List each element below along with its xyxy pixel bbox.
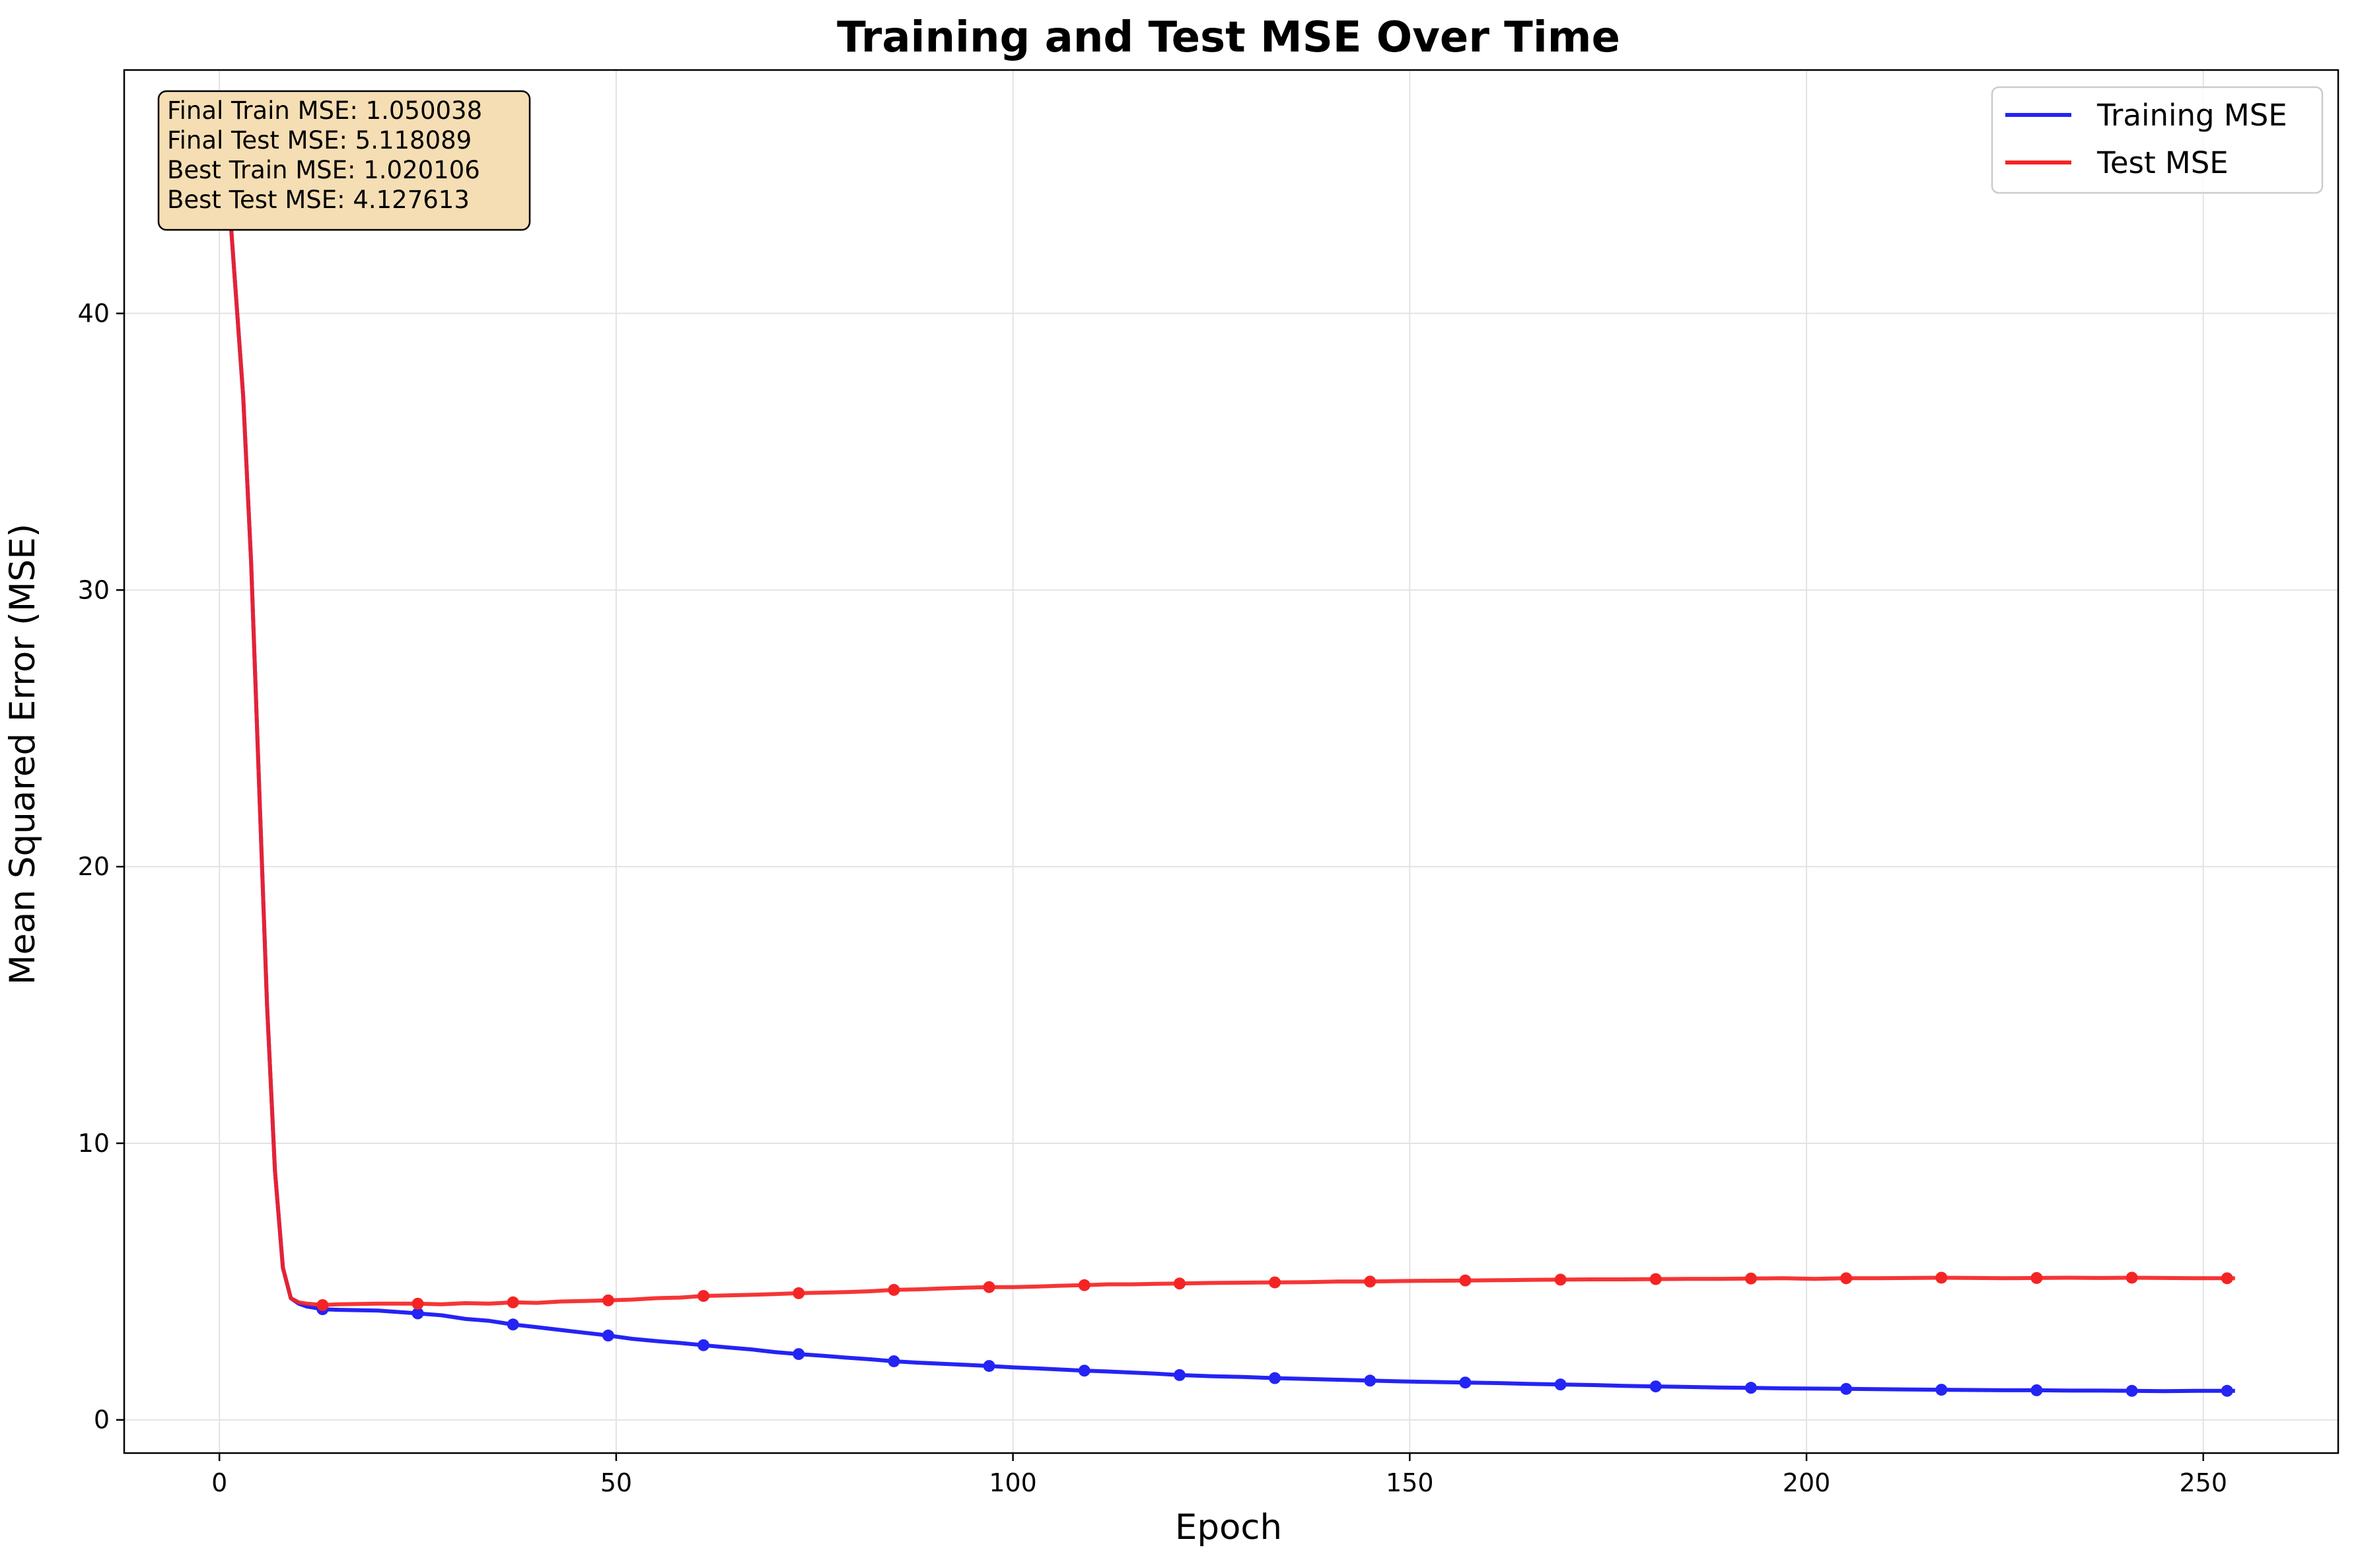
y-tick-label: 30 bbox=[78, 575, 110, 604]
series-marker-training-mse bbox=[1078, 1365, 1090, 1377]
series-marker-training-mse bbox=[697, 1339, 710, 1351]
series-layer bbox=[217, 125, 2235, 1397]
series-marker-training-mse bbox=[983, 1360, 995, 1372]
series-marker-test-mse bbox=[2221, 1272, 2233, 1285]
series-marker-test-mse bbox=[1269, 1276, 1281, 1289]
series-marker-test-mse bbox=[2030, 1271, 2043, 1284]
plot-area: 0 50 100 150 200 250 0 10 20 30 40 bbox=[78, 69, 2340, 1497]
series-marker-training-mse bbox=[411, 1307, 424, 1320]
series-marker-training-mse bbox=[888, 1355, 900, 1367]
series-marker-test-mse bbox=[1649, 1273, 1662, 1285]
series-marker-training-mse bbox=[793, 1348, 805, 1361]
y-tick-label: 0 bbox=[94, 1406, 110, 1435]
series-marker-test-mse bbox=[1840, 1272, 1853, 1285]
series-marker-test-mse bbox=[2126, 1271, 2138, 1284]
series-marker-training-mse bbox=[1840, 1382, 1853, 1395]
series-marker-training-mse bbox=[1173, 1369, 1186, 1381]
series-marker-training-mse bbox=[2126, 1384, 2138, 1397]
stats-box-background bbox=[157, 90, 531, 231]
y-axis-label: Mean Squared Error (MSE) bbox=[3, 524, 43, 985]
stats-final-train: Final Train MSE: 1.050038 bbox=[167, 96, 482, 125]
series-marker-training-mse bbox=[1459, 1376, 1472, 1389]
series-marker-training-mse bbox=[507, 1318, 519, 1331]
x-tick-label: 200 bbox=[1783, 1468, 1831, 1497]
legend-box bbox=[1991, 86, 2324, 194]
series-marker-training-mse bbox=[1935, 1384, 1948, 1396]
axes-frame bbox=[123, 69, 2340, 1454]
x-axis-label: Epoch bbox=[1175, 1507, 1282, 1548]
x-tick-label: 250 bbox=[2179, 1468, 2227, 1497]
series-marker-training-mse bbox=[1364, 1374, 1376, 1387]
stats-best-test: Best Test MSE: 4.127613 bbox=[167, 186, 470, 214]
series-marker-training-mse bbox=[1744, 1382, 1757, 1394]
series-marker-test-mse bbox=[411, 1297, 424, 1310]
series-marker-training-mse bbox=[2221, 1384, 2233, 1397]
x-tick-label: 0 bbox=[211, 1468, 227, 1497]
y-tick-label: 10 bbox=[78, 1129, 110, 1158]
stats-box: Final Train MSE: 1.050038 Final Test MSE… bbox=[157, 90, 531, 231]
y-tick-label: 20 bbox=[78, 852, 110, 881]
series-marker-training-mse bbox=[2030, 1384, 2043, 1396]
y-tick-label: 40 bbox=[78, 299, 110, 328]
series-marker-test-mse bbox=[983, 1281, 995, 1293]
series-marker-test-mse bbox=[1173, 1277, 1186, 1290]
ticks: 0 50 100 150 200 250 0 10 20 30 40 bbox=[78, 299, 2227, 1497]
legend-label-training: Training MSE bbox=[2096, 98, 2287, 133]
series-marker-test-mse bbox=[1935, 1271, 1948, 1284]
series-marker-test-mse bbox=[316, 1299, 329, 1311]
series-marker-training-mse bbox=[602, 1330, 614, 1342]
series-marker-test-mse bbox=[697, 1290, 710, 1302]
series-line-training-mse bbox=[217, 125, 2235, 1394]
series-marker-test-mse bbox=[507, 1296, 519, 1308]
series-marker-test-mse bbox=[1078, 1279, 1090, 1291]
series-marker-test-mse bbox=[602, 1294, 614, 1306]
series-marker-test-mse bbox=[1459, 1274, 1472, 1287]
series-marker-training-mse bbox=[1269, 1372, 1281, 1384]
series-marker-test-mse bbox=[888, 1283, 900, 1296]
legend: Training MSE Test MSE bbox=[1991, 86, 2324, 194]
series-marker-training-mse bbox=[1554, 1378, 1567, 1391]
series-marker-test-mse bbox=[1554, 1273, 1567, 1286]
x-tick-label: 50 bbox=[600, 1468, 632, 1497]
x-tick-label: 150 bbox=[1386, 1468, 1434, 1497]
series-line-test-mse bbox=[217, 125, 2235, 1307]
series-marker-test-mse bbox=[1744, 1272, 1757, 1285]
stats-best-train: Best Train MSE: 1.020106 bbox=[167, 156, 480, 184]
legend-label-test: Test MSE bbox=[2096, 145, 2229, 180]
series-marker-test-mse bbox=[793, 1287, 805, 1299]
x-tick-label: 100 bbox=[989, 1468, 1037, 1497]
chart-title: Training and Test MSE Over Time bbox=[837, 13, 1620, 62]
grid bbox=[124, 70, 2338, 1453]
stats-final-test: Final Test MSE: 5.118089 bbox=[167, 126, 472, 155]
series-marker-test-mse bbox=[1364, 1275, 1376, 1288]
series-marker-training-mse bbox=[1649, 1380, 1662, 1393]
